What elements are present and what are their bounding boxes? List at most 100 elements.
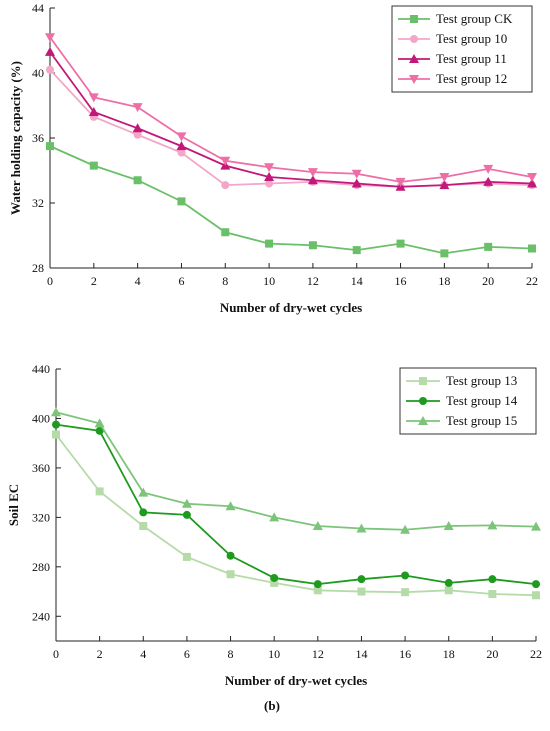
y-tick-label: 240 xyxy=(32,609,50,623)
legend-marker xyxy=(419,377,427,385)
data-point xyxy=(352,246,361,255)
data-point xyxy=(488,590,497,599)
series-line xyxy=(49,145,533,255)
series-test-group-14 xyxy=(52,420,540,589)
data-point xyxy=(45,33,55,43)
data-point xyxy=(307,175,318,185)
legend-marker xyxy=(409,75,419,84)
data-point xyxy=(139,522,148,531)
x-tick-label: 6 xyxy=(184,647,190,661)
data-point xyxy=(356,523,367,533)
data-point xyxy=(133,130,142,139)
x-tick-label: 18 xyxy=(438,274,450,288)
legend-marker xyxy=(418,416,428,425)
chart-panel-soil-ec: 240 280 320 360 400 440 0 2 4 6 8 10 12 14 16 18 20 22 Num… xyxy=(6,362,542,688)
data-point xyxy=(46,142,54,151)
x-tick-label: 2 xyxy=(97,647,103,661)
data-point xyxy=(487,520,498,530)
x-tick-label: 6 xyxy=(178,274,184,288)
data-point xyxy=(444,578,453,587)
x-tick-label: 16 xyxy=(395,274,407,288)
y-tick-label: 440 xyxy=(32,362,50,376)
data-point xyxy=(269,512,280,522)
x-tick-label: 22 xyxy=(526,274,538,288)
data-point xyxy=(89,161,98,170)
x-tick-label: 20 xyxy=(482,274,494,288)
data-point xyxy=(221,181,230,190)
data-point xyxy=(527,173,537,182)
y-tick-label: 28 xyxy=(32,261,44,275)
data-point xyxy=(357,587,366,596)
data-point xyxy=(132,103,143,113)
x-tick-label: 16 xyxy=(399,647,411,661)
legend-label: Test group 13 xyxy=(446,373,517,388)
data-point xyxy=(265,239,274,248)
data-point xyxy=(45,46,55,56)
data-point xyxy=(443,521,454,531)
data-point xyxy=(94,418,105,428)
x-tick-label: 18 xyxy=(443,647,455,661)
legend-marker xyxy=(409,54,419,63)
data-point xyxy=(95,426,104,435)
legend-label: Test group 10 xyxy=(436,31,507,46)
x-tick-label: 8 xyxy=(222,274,228,288)
legend-label: Test group CK xyxy=(436,11,513,26)
data-point xyxy=(226,570,235,579)
data-point xyxy=(351,178,362,188)
data-point xyxy=(528,244,536,253)
data-point xyxy=(439,180,450,190)
series-test-group-12 xyxy=(45,33,537,187)
data-point xyxy=(132,123,143,133)
data-point xyxy=(312,521,323,531)
data-point xyxy=(51,407,61,417)
data-point xyxy=(88,93,99,103)
data-point xyxy=(351,169,362,179)
y-axis-title: Water holding capacity (%) xyxy=(8,61,23,215)
data-point xyxy=(182,510,191,519)
data-point xyxy=(182,552,191,561)
series-line xyxy=(55,411,537,531)
data-point xyxy=(52,420,60,429)
data-point xyxy=(46,65,54,74)
data-point xyxy=(400,524,411,534)
data-point xyxy=(270,573,279,582)
y-tick-label: 280 xyxy=(32,560,50,574)
y-tick-label: 320 xyxy=(32,510,50,524)
x-axis-title: Number of dry-wet cycles xyxy=(225,673,367,688)
data-point xyxy=(532,591,540,600)
chart-panel-water-holding-capacity: 28 32 36 40 44 0 2 4 6 8 10 12 14 16 18 20 22 Number of d… xyxy=(8,1,538,315)
x-tick-label: 20 xyxy=(486,647,498,661)
series-line xyxy=(55,433,537,597)
data-point xyxy=(483,176,494,186)
series-line xyxy=(49,51,533,188)
data-point xyxy=(439,173,450,182)
data-point xyxy=(444,586,453,595)
series-line xyxy=(49,36,533,183)
series-test-group-15 xyxy=(51,407,541,534)
x-tick-label: 22 xyxy=(530,647,542,661)
data-point xyxy=(307,168,318,178)
legend-label: Test group 14 xyxy=(446,393,518,408)
data-point xyxy=(401,571,410,580)
data-point xyxy=(220,156,231,166)
series-test-group-11 xyxy=(45,46,537,191)
data-point xyxy=(357,575,366,584)
series-test-group-ck xyxy=(46,142,536,258)
data-point xyxy=(313,580,322,589)
data-point xyxy=(313,586,322,595)
legend-label: Test group 12 xyxy=(436,71,507,86)
x-tick-label: 0 xyxy=(47,274,53,288)
y-tick-label: 44 xyxy=(32,1,44,15)
data-point xyxy=(264,163,275,173)
data-point xyxy=(440,249,449,258)
data-point xyxy=(225,501,236,511)
data-point xyxy=(396,239,405,248)
x-tick-label: 8 xyxy=(228,647,234,661)
x-tick-label: 14 xyxy=(355,647,367,661)
data-point xyxy=(177,148,186,157)
series-test-group-13 xyxy=(52,430,540,600)
data-point xyxy=(221,228,230,237)
data-point xyxy=(483,164,494,174)
